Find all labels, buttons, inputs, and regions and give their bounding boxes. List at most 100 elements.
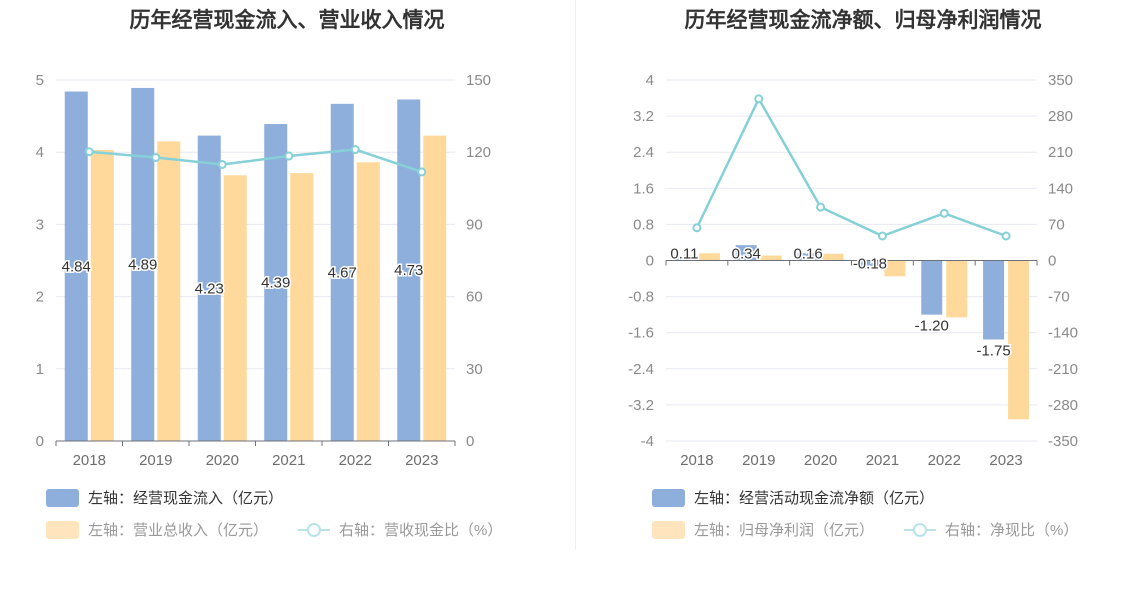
- legend-label: 左轴：归母净利润（亿元）: [694, 522, 875, 539]
- y-tick-left: -2.4: [628, 361, 654, 378]
- y-tick-right: -140: [1048, 325, 1078, 342]
- line-point: [877, 231, 887, 241]
- y-tick-right: -280: [1048, 397, 1078, 414]
- y-tick-left: -4: [641, 433, 654, 450]
- x-tick-label: 2023: [405, 452, 438, 469]
- bar: [356, 162, 380, 442]
- y-tick-right: 280: [1048, 108, 1073, 125]
- x-tick-label: 2020: [804, 452, 837, 469]
- bar-data-label: 0.16: [793, 246, 822, 263]
- bar-data-label: 0.11: [670, 246, 698, 263]
- panel-divider: [575, 0, 576, 550]
- legend-line-swatch: [298, 521, 330, 539]
- y-tick-left: 4: [36, 144, 44, 161]
- bar: [131, 87, 155, 441]
- legend-swatch: [46, 488, 79, 507]
- y-tick-left: -3.2: [628, 397, 654, 414]
- line-point: [417, 167, 427, 177]
- y-tick-left: 3.2: [633, 108, 654, 125]
- line-point: [816, 202, 826, 212]
- bar-data-label: -1.20: [915, 318, 949, 335]
- y-tick-right: 90: [466, 216, 483, 233]
- y-tick-right: -70: [1048, 289, 1070, 306]
- x-tick-label: 2022: [339, 452, 372, 469]
- bar: [884, 260, 906, 277]
- y-tick-right: 0: [466, 433, 474, 450]
- y-tick-right: -210: [1048, 361, 1078, 378]
- bar: [983, 260, 1005, 340]
- line-point: [754, 94, 764, 104]
- line-series-path: [89, 148, 423, 174]
- line-point: [84, 147, 94, 157]
- bar: [822, 253, 844, 261]
- x-tick-label: 2020: [206, 452, 239, 469]
- legend-item-net-profit[interactable]: 左轴：归母净利润（亿元）: [652, 519, 874, 540]
- bar-data-label: 4.67: [328, 264, 357, 281]
- line-point: [1001, 231, 1011, 241]
- y-tick-left: 3: [36, 216, 44, 233]
- legend-item-revenue[interactable]: 左轴：营业总收入（亿元）: [46, 519, 268, 540]
- bar: [760, 255, 782, 261]
- bar: [673, 255, 695, 261]
- y-tick-right: 0: [1048, 253, 1056, 270]
- y-tick-left: -0.8: [628, 289, 654, 306]
- legend-label: 左轴：经营现金流入（亿元）: [88, 490, 284, 507]
- chart-panel-net-cash: 历年经营现金流净额、归母净利润情况 -4 -3.2 -2.4 -1.6 -0.8 0 0.8…: [576, 0, 1148, 550]
- y-tick-right: 30: [466, 361, 483, 378]
- y-tick-left: 0.8: [633, 216, 654, 233]
- x-tick-label: 2019: [139, 452, 172, 469]
- bar-data-label: 4.73: [394, 262, 423, 279]
- legend-item-net-ratio[interactable]: 右轴：净现比（%）: [904, 519, 1078, 540]
- bar-data-label: 4.39: [261, 275, 290, 292]
- bar: [1008, 260, 1030, 420]
- chart-svg: 0 1 2 3 4 5 0 30 60 90 120 150 2018 2019 2020 2021 2022 2…: [36, 72, 491, 469]
- y-tick-right: 150: [466, 72, 491, 89]
- x-tick-label: 2023: [989, 452, 1022, 469]
- x-tick-label: 2021: [866, 452, 899, 469]
- bar: [859, 260, 881, 269]
- line-point: [939, 208, 949, 218]
- line-point: [350, 145, 360, 155]
- legend-item-net-cash[interactable]: 左轴：经营活动现金流净额（亿元）: [652, 487, 934, 508]
- legend-line-swatch: [904, 521, 936, 539]
- y-tick-right: -350: [1048, 433, 1078, 450]
- y-tick-left: 2.4: [633, 144, 654, 161]
- bar: [264, 124, 288, 442]
- y-tick-right: 350: [1048, 72, 1073, 89]
- y-tick-left: -1.6: [628, 325, 654, 342]
- legend-label: 右轴：营收现金比（%）: [339, 522, 503, 539]
- bar-data-label: -0.18: [853, 256, 887, 273]
- x-tick-label: 2018: [680, 452, 713, 469]
- bar: [423, 135, 447, 441]
- bar-data-label: 4.89: [128, 256, 157, 273]
- legend-swatch: [652, 488, 685, 507]
- bar: [397, 99, 421, 441]
- y-tick-left: 0: [646, 253, 654, 270]
- bar: [290, 173, 314, 441]
- legend-swatch: [652, 520, 685, 539]
- legend-item-cash-inflow[interactable]: 左轴：经营现金流入（亿元）: [46, 487, 283, 508]
- bar: [223, 175, 247, 441]
- bar-data-label: 4.23: [195, 280, 224, 297]
- bar: [64, 91, 88, 441]
- y-tick-right: 210: [1048, 144, 1073, 161]
- bar: [330, 103, 354, 442]
- y-tick-left: 4: [646, 72, 654, 89]
- y-tick-left: 1.6: [633, 180, 654, 197]
- legend-item-cash-ratio[interactable]: 右轴：营收现金比（%）: [298, 519, 502, 540]
- y-tick-left: 2: [36, 289, 44, 306]
- chart-svg: -4 -3.2 -2.4 -1.6 -0.8 0 0.8 1.6 2.4 3.2 4 -350 -280…: [628, 72, 1078, 469]
- bar: [157, 141, 181, 441]
- y-tick-right: 70: [1048, 216, 1065, 233]
- legend-label: 右轴：净现比（%）: [945, 522, 1079, 539]
- y-tick-right: 120: [466, 144, 491, 161]
- x-tick-label: 2022: [928, 452, 961, 469]
- bar: [921, 260, 943, 315]
- bar-data-label: 0.34: [732, 246, 761, 263]
- y-tick-right: 60: [466, 289, 483, 306]
- bar: [90, 150, 114, 441]
- y-tick-left: 0: [36, 433, 44, 450]
- line-point: [151, 152, 161, 162]
- chart-panel-cash-inflow: 历年经营现金流入、营业收入情况 0 1 2 3 4 5 0 30 60 90 120 150 2018 2…: [0, 0, 574, 550]
- line-point: [284, 151, 294, 161]
